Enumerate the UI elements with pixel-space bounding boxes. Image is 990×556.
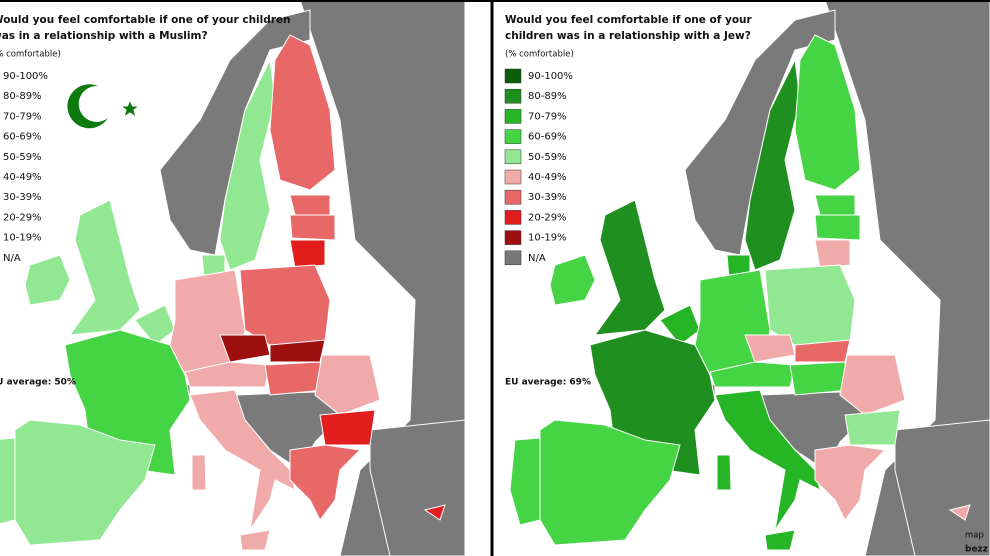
jew-panel: Would you feel comfortable if one of you… xyxy=(495,0,990,556)
country xyxy=(814,214,861,241)
star-icon xyxy=(119,98,141,119)
muslim-panel: Would you feel comfortable if one of you… xyxy=(0,0,466,556)
country xyxy=(844,409,901,446)
country xyxy=(189,389,296,531)
legend-swatch xyxy=(504,88,522,104)
legend-label: 20-29% xyxy=(3,212,42,223)
country xyxy=(0,437,16,525)
country xyxy=(839,354,906,416)
legend-label: 50-59% xyxy=(528,152,567,163)
legend-label: 10-19% xyxy=(3,233,42,244)
legend-swatch xyxy=(504,169,522,185)
legend-swatch xyxy=(504,129,522,144)
country xyxy=(549,254,596,306)
legend-label: 70-79% xyxy=(528,111,567,122)
country xyxy=(220,0,466,556)
legend-label: 40-49% xyxy=(3,172,42,183)
country xyxy=(14,419,156,546)
country xyxy=(191,454,207,491)
legend-label: 80-89% xyxy=(3,91,42,102)
country xyxy=(289,444,362,521)
legend-label: 30-39% xyxy=(3,192,42,203)
country xyxy=(764,264,856,346)
country xyxy=(289,214,336,241)
legend-label: 70-79% xyxy=(3,111,42,122)
legend-swatch xyxy=(504,68,522,84)
country xyxy=(539,419,681,546)
country xyxy=(239,264,331,346)
legend-label: 30-39% xyxy=(528,192,567,203)
eu-average: EU average: 69% xyxy=(505,378,591,388)
country xyxy=(289,194,331,216)
legend-label: N/A xyxy=(528,253,546,264)
map-title: was in a relationship with a Muslim? xyxy=(0,30,208,42)
country xyxy=(794,34,861,191)
crescent-icon xyxy=(67,84,108,129)
country xyxy=(814,444,887,521)
map-layer: Would you feel comfortable if one of you… xyxy=(0,0,466,556)
legend-swatch xyxy=(504,230,522,245)
eu-average: EU average: 50% xyxy=(0,378,76,388)
legend-label: 10-19% xyxy=(528,233,567,244)
star-of-david-up xyxy=(618,81,676,131)
map-subtitle: (% comfortable) xyxy=(0,50,61,60)
country xyxy=(714,389,821,531)
legend-label: N/A xyxy=(3,253,21,264)
legend-label: 90-100% xyxy=(528,71,573,82)
country xyxy=(423,504,446,521)
country xyxy=(319,409,376,446)
legend-swatch xyxy=(504,109,522,124)
legend-swatch xyxy=(504,210,522,225)
country xyxy=(24,254,71,306)
legend-swatch xyxy=(504,149,522,165)
legend-label: 90-100% xyxy=(3,71,48,82)
country xyxy=(894,419,990,556)
map-title: Would you feel comfortable if one of you… xyxy=(0,14,291,26)
legend-label: 60-69% xyxy=(3,132,42,143)
country xyxy=(369,419,466,556)
country xyxy=(814,194,856,216)
legend-label: 20-29% xyxy=(528,212,567,223)
legend-swatch xyxy=(504,189,522,205)
credit: bezz xyxy=(965,545,988,555)
star-of-david-down xyxy=(618,97,676,147)
country xyxy=(239,529,271,551)
country xyxy=(509,437,541,526)
country xyxy=(684,9,836,256)
country xyxy=(814,239,851,269)
legend-swatch xyxy=(504,250,522,266)
country xyxy=(159,9,311,256)
credit: map xyxy=(965,531,984,541)
map-title: children was in a relationship with a Je… xyxy=(505,30,751,42)
map-subtitle: (% comfortable) xyxy=(505,50,574,60)
country xyxy=(269,34,336,191)
legend-label: 80-89% xyxy=(528,91,567,102)
map-layer: Would you feel comfortable if one of you… xyxy=(495,0,990,556)
legend-label: 40-49% xyxy=(528,172,567,183)
legend-label: 60-69% xyxy=(528,132,567,143)
country xyxy=(289,239,326,269)
map-title: Would you feel comfortable if one of you… xyxy=(505,14,753,26)
country xyxy=(314,354,381,416)
country xyxy=(764,529,796,551)
country xyxy=(716,454,732,491)
country xyxy=(948,504,971,521)
legend-label: 50-59% xyxy=(3,152,42,163)
country xyxy=(745,0,990,556)
